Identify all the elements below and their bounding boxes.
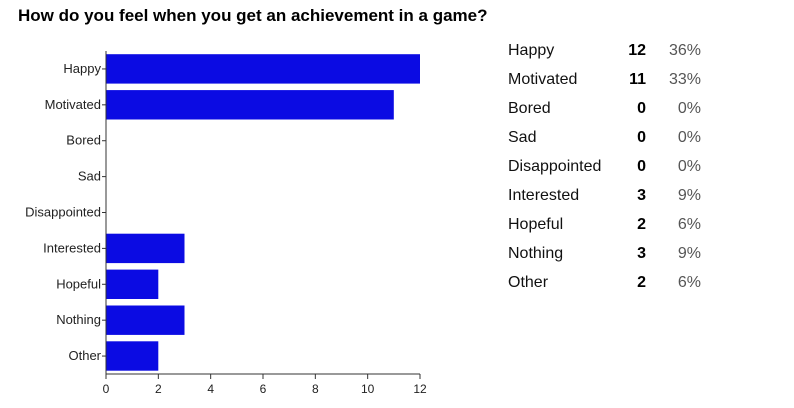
- summary-label: Nothing: [508, 244, 564, 262]
- summary-row: Other 2 6%: [508, 268, 701, 297]
- y-tick-label: Motivated: [45, 97, 101, 112]
- summary-row: Interested 3 9%: [508, 181, 701, 210]
- response-summary-table: Happy 12 36% Motivated 11 33% Bored 0 0%…: [508, 36, 701, 297]
- y-tick-label: Nothing: [56, 312, 101, 327]
- y-tick-label: Sad: [78, 169, 101, 184]
- x-tick-label: 0: [103, 382, 110, 396]
- summary-percent: 36%: [668, 41, 701, 59]
- summary-row: Nothing 3 9%: [508, 239, 701, 268]
- summary-percent: 33%: [668, 70, 701, 88]
- summary-row: Motivated 11 33%: [508, 65, 701, 94]
- summary-percent: 9%: [677, 244, 701, 262]
- summary-percent: 6%: [677, 273, 701, 291]
- summary-label: Bored: [508, 99, 551, 117]
- summary-label: Hopeful: [508, 215, 564, 233]
- x-tick-label: 12: [413, 382, 427, 396]
- x-tick-label: 2: [155, 382, 162, 396]
- summary-row: Bored 0 0%: [508, 94, 701, 123]
- bar-hopeful: [106, 269, 159, 299]
- x-tick-label: 6: [260, 382, 267, 396]
- summary-row: Disappointed 0 0%: [508, 152, 701, 181]
- y-tick-label: Bored: [66, 133, 101, 148]
- summary-row: Happy 12 36%: [508, 36, 701, 65]
- y-tick-label: Hopeful: [56, 276, 101, 291]
- bar-nothing: [106, 305, 185, 335]
- summary-label: Motivated: [508, 70, 578, 88]
- summary-label: Sad: [508, 128, 537, 146]
- bar-motivated: [106, 90, 394, 120]
- chart-title: How do you feel when you get an achievem…: [18, 6, 488, 25]
- y-tick-label: Interested: [43, 240, 101, 255]
- summary-count: 11: [629, 70, 646, 88]
- summary-percent: 0%: [677, 157, 701, 175]
- summary-row: Hopeful 2 6%: [508, 210, 701, 239]
- y-tick-label: Other: [68, 348, 101, 363]
- summary-label: Disappointed: [508, 157, 602, 175]
- x-tick-label: 10: [361, 382, 375, 396]
- summary-percent: 0%: [677, 99, 701, 117]
- bar-interested: [106, 233, 185, 264]
- summary-percent: 0%: [677, 128, 701, 146]
- summary-count: 2: [637, 215, 646, 233]
- bar-other: [106, 341, 159, 371]
- x-tick-label: 8: [312, 382, 319, 396]
- summary-label: Happy: [508, 41, 555, 59]
- summary-label: Interested: [508, 186, 580, 204]
- summary-count: 12: [628, 41, 646, 59]
- x-tick-label: 4: [207, 382, 214, 396]
- y-tick-label: Disappointed: [25, 205, 101, 220]
- y-tick-label: Happy: [63, 61, 101, 76]
- summary-label: Other: [508, 273, 549, 291]
- summary-percent: 6%: [677, 215, 701, 233]
- summary-count: 3: [637, 244, 646, 262]
- summary-count: 0: [637, 128, 646, 146]
- summary-count: 2: [637, 273, 646, 291]
- summary-count: 3: [637, 186, 646, 204]
- summary-row: Sad 0 0%: [508, 123, 701, 152]
- summary-percent: 9%: [677, 186, 701, 204]
- summary-count: 0: [637, 99, 646, 117]
- summary-count: 0: [637, 157, 646, 175]
- bar-chart: Happy Motivated Bored Sad Disappointed Intere…: [25, 51, 427, 396]
- bar-happy: [106, 54, 420, 84]
